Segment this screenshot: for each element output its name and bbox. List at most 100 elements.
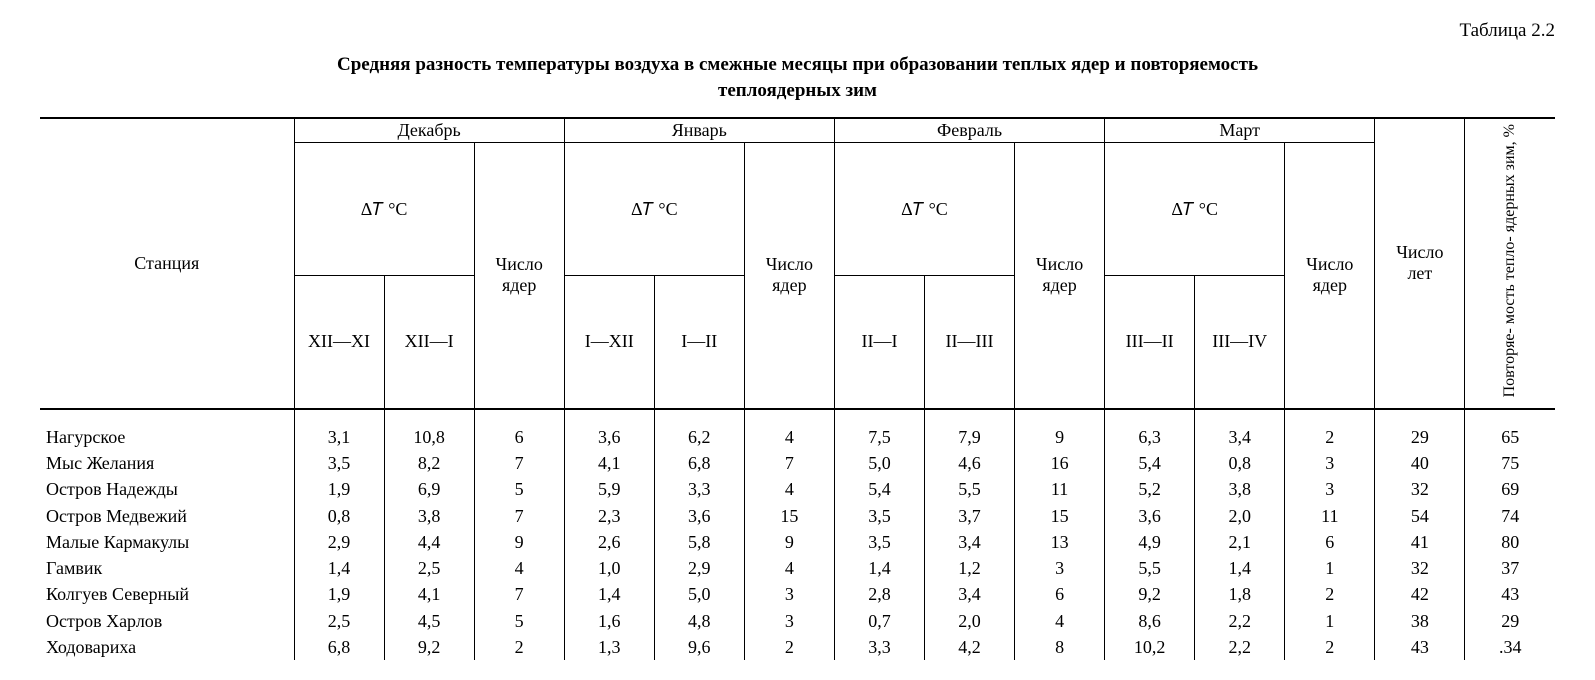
- cores-l1: Число: [1306, 254, 1353, 274]
- cell: 54: [1375, 503, 1465, 529]
- table-row: Колгуев Северный1,94,171,45,032,83,469,2…: [40, 581, 1555, 607]
- cell: 3,4: [1195, 424, 1285, 450]
- cell: 3,1: [294, 424, 384, 450]
- cell: 15: [1015, 503, 1105, 529]
- cell: 4: [744, 476, 834, 502]
- cell: 3,3: [654, 476, 744, 502]
- cell: 3: [1285, 450, 1375, 476]
- cores-l1: Число: [496, 254, 543, 274]
- table-header: Станция Декабрь Январь Февраль Март Числ…: [40, 118, 1555, 408]
- cell: 2,5: [384, 555, 474, 581]
- cell: 2: [1285, 634, 1375, 660]
- dt-feb: Δ𝑇 °C: [834, 143, 1014, 276]
- cell: 41: [1375, 529, 1465, 555]
- cell: 7: [474, 503, 564, 529]
- col-station: Станция: [40, 118, 294, 408]
- cell: 9: [744, 529, 834, 555]
- table-number: Таблица 2.2: [40, 20, 1555, 42]
- sub-feb1: II—I: [834, 275, 924, 408]
- cell: 29: [1375, 424, 1465, 450]
- table-row: Остров Надежды1,96,955,93,345,45,5115,23…: [40, 476, 1555, 502]
- data-table: Станция Декабрь Январь Февраль Март Числ…: [40, 117, 1555, 660]
- cell: 5,2: [1105, 476, 1195, 502]
- cell: 3,4: [924, 529, 1014, 555]
- cell: 40: [1375, 450, 1465, 476]
- col-january: Январь: [564, 118, 834, 143]
- col-march: Март: [1105, 118, 1375, 143]
- cell: 7,5: [834, 424, 924, 450]
- cell: 4,9: [1105, 529, 1195, 555]
- cell: 1,9: [294, 581, 384, 607]
- cell: 5,4: [1105, 450, 1195, 476]
- cell: 1,3: [564, 634, 654, 660]
- station-cell: Колгуев Северный: [40, 581, 294, 607]
- cell: 2,0: [1195, 503, 1285, 529]
- col-december: Декабрь: [294, 118, 564, 143]
- cell: 3,8: [1195, 476, 1285, 502]
- cell: 2,9: [294, 529, 384, 555]
- cell: 8,6: [1105, 608, 1195, 634]
- cores-dec: Число ядер: [474, 143, 564, 409]
- cell: 4,5: [384, 608, 474, 634]
- cell: 43: [1465, 581, 1555, 607]
- cell: 3: [744, 608, 834, 634]
- sub-mar1: III—II: [1105, 275, 1195, 408]
- cell: 2,6: [564, 529, 654, 555]
- cores-mar: Число ядер: [1285, 143, 1375, 409]
- cell: 9,2: [1105, 581, 1195, 607]
- cell: .34: [1465, 634, 1555, 660]
- cell: 0,8: [294, 503, 384, 529]
- station-cell: Мыс Желания: [40, 450, 294, 476]
- cell: 4,1: [384, 581, 474, 607]
- table-row: Остров Медвежий0,83,872,33,6153,53,7153,…: [40, 503, 1555, 529]
- cell: 3,4: [924, 581, 1014, 607]
- cores-jan: Число ядер: [744, 143, 834, 409]
- table-row: Мыс Желания3,58,274,16,875,04,6165,40,83…: [40, 450, 1555, 476]
- years-l1: Число: [1396, 242, 1443, 262]
- cores-l2: ядер: [1042, 275, 1076, 295]
- station-cell: Остров Харлов: [40, 608, 294, 634]
- cell: 7: [744, 450, 834, 476]
- cell: 37: [1465, 555, 1555, 581]
- cell: 2: [1285, 581, 1375, 607]
- cell: 80: [1465, 529, 1555, 555]
- table-row: Гамвик1,42,541,02,941,41,235,51,413237: [40, 555, 1555, 581]
- cores-l1: Число: [766, 254, 813, 274]
- cell: 29: [1465, 608, 1555, 634]
- cell: 4,6: [924, 450, 1014, 476]
- cell: 1,8: [1195, 581, 1285, 607]
- cell: 4,1: [564, 450, 654, 476]
- cell: 3: [744, 581, 834, 607]
- cell: 69: [1465, 476, 1555, 502]
- cell: 7,9: [924, 424, 1014, 450]
- cell: 75: [1465, 450, 1555, 476]
- cell: 5: [474, 476, 564, 502]
- cell: 1,4: [1195, 555, 1285, 581]
- cell: 3,3: [834, 634, 924, 660]
- table-row: Нагурское3,110,863,66,247,57,996,33,4229…: [40, 424, 1555, 450]
- cell: 3,6: [654, 503, 744, 529]
- sub-dec1: XII—XI: [294, 275, 384, 408]
- cell: 1,2: [924, 555, 1014, 581]
- cell: 11: [1015, 476, 1105, 502]
- station-cell: Малые Кармакулы: [40, 529, 294, 555]
- table-row: Остров Харлов2,54,551,64,830,72,048,62,2…: [40, 608, 1555, 634]
- cell: 1,4: [564, 581, 654, 607]
- cell: 6,9: [384, 476, 474, 502]
- cell: 2: [1285, 424, 1375, 450]
- cell: 3: [1285, 476, 1375, 502]
- cell: 42: [1375, 581, 1465, 607]
- cell: 1,4: [834, 555, 924, 581]
- cell: 5,4: [834, 476, 924, 502]
- station-cell: Нагурское: [40, 424, 294, 450]
- cell: 2,5: [294, 608, 384, 634]
- cell: 1,6: [564, 608, 654, 634]
- cell: 4,8: [654, 608, 744, 634]
- cell: 8,2: [384, 450, 474, 476]
- cell: 2,2: [1195, 634, 1285, 660]
- station-cell: Остров Надежды: [40, 476, 294, 502]
- cell: 7: [474, 450, 564, 476]
- col-years: Число лет: [1375, 118, 1465, 408]
- cell: 6,3: [1105, 424, 1195, 450]
- table-row: Ходовариха6,89,221,39,623,34,2810,22,224…: [40, 634, 1555, 660]
